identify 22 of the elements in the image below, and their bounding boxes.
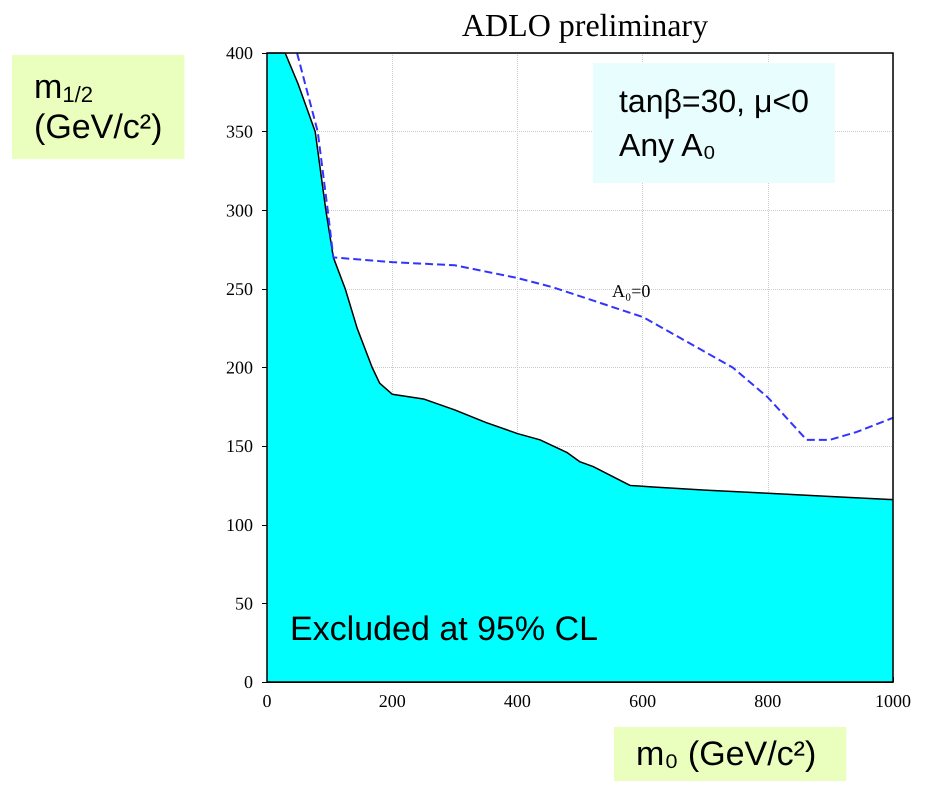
chart-title: ADLO preliminary	[462, 7, 708, 43]
x-tick-label: 600	[629, 691, 656, 711]
y-tick-label: 100	[226, 514, 253, 535]
y-tick-label: 300	[226, 200, 253, 220]
y-tick-label: 0	[244, 672, 253, 692]
annotation: tanβ=30, μ<0	[619, 83, 809, 119]
y-tick-label: 250	[226, 278, 253, 299]
y-tick-label: 350	[226, 122, 253, 142]
y-tick-label: 200	[226, 358, 253, 378]
y-tick-label: 400	[226, 43, 253, 63]
x-tick-label: 200	[378, 691, 406, 711]
x-axis-title: m₀ (GeV/c²)	[636, 735, 816, 773]
series-label: A₀=0	[612, 281, 650, 302]
y-tick-label: 150	[226, 436, 253, 456]
x-tick-label: 400	[504, 691, 531, 711]
y-tick-label: 50	[235, 593, 253, 614]
x-tick-label: 0	[262, 691, 272, 711]
annotation: Any A₀	[619, 127, 716, 163]
annotation: Excluded at 95% CL	[290, 610, 598, 648]
x-tick-label: 1000	[875, 691, 911, 711]
x-tick-label: 800	[754, 691, 782, 711]
line-series	[296, 52, 894, 441]
